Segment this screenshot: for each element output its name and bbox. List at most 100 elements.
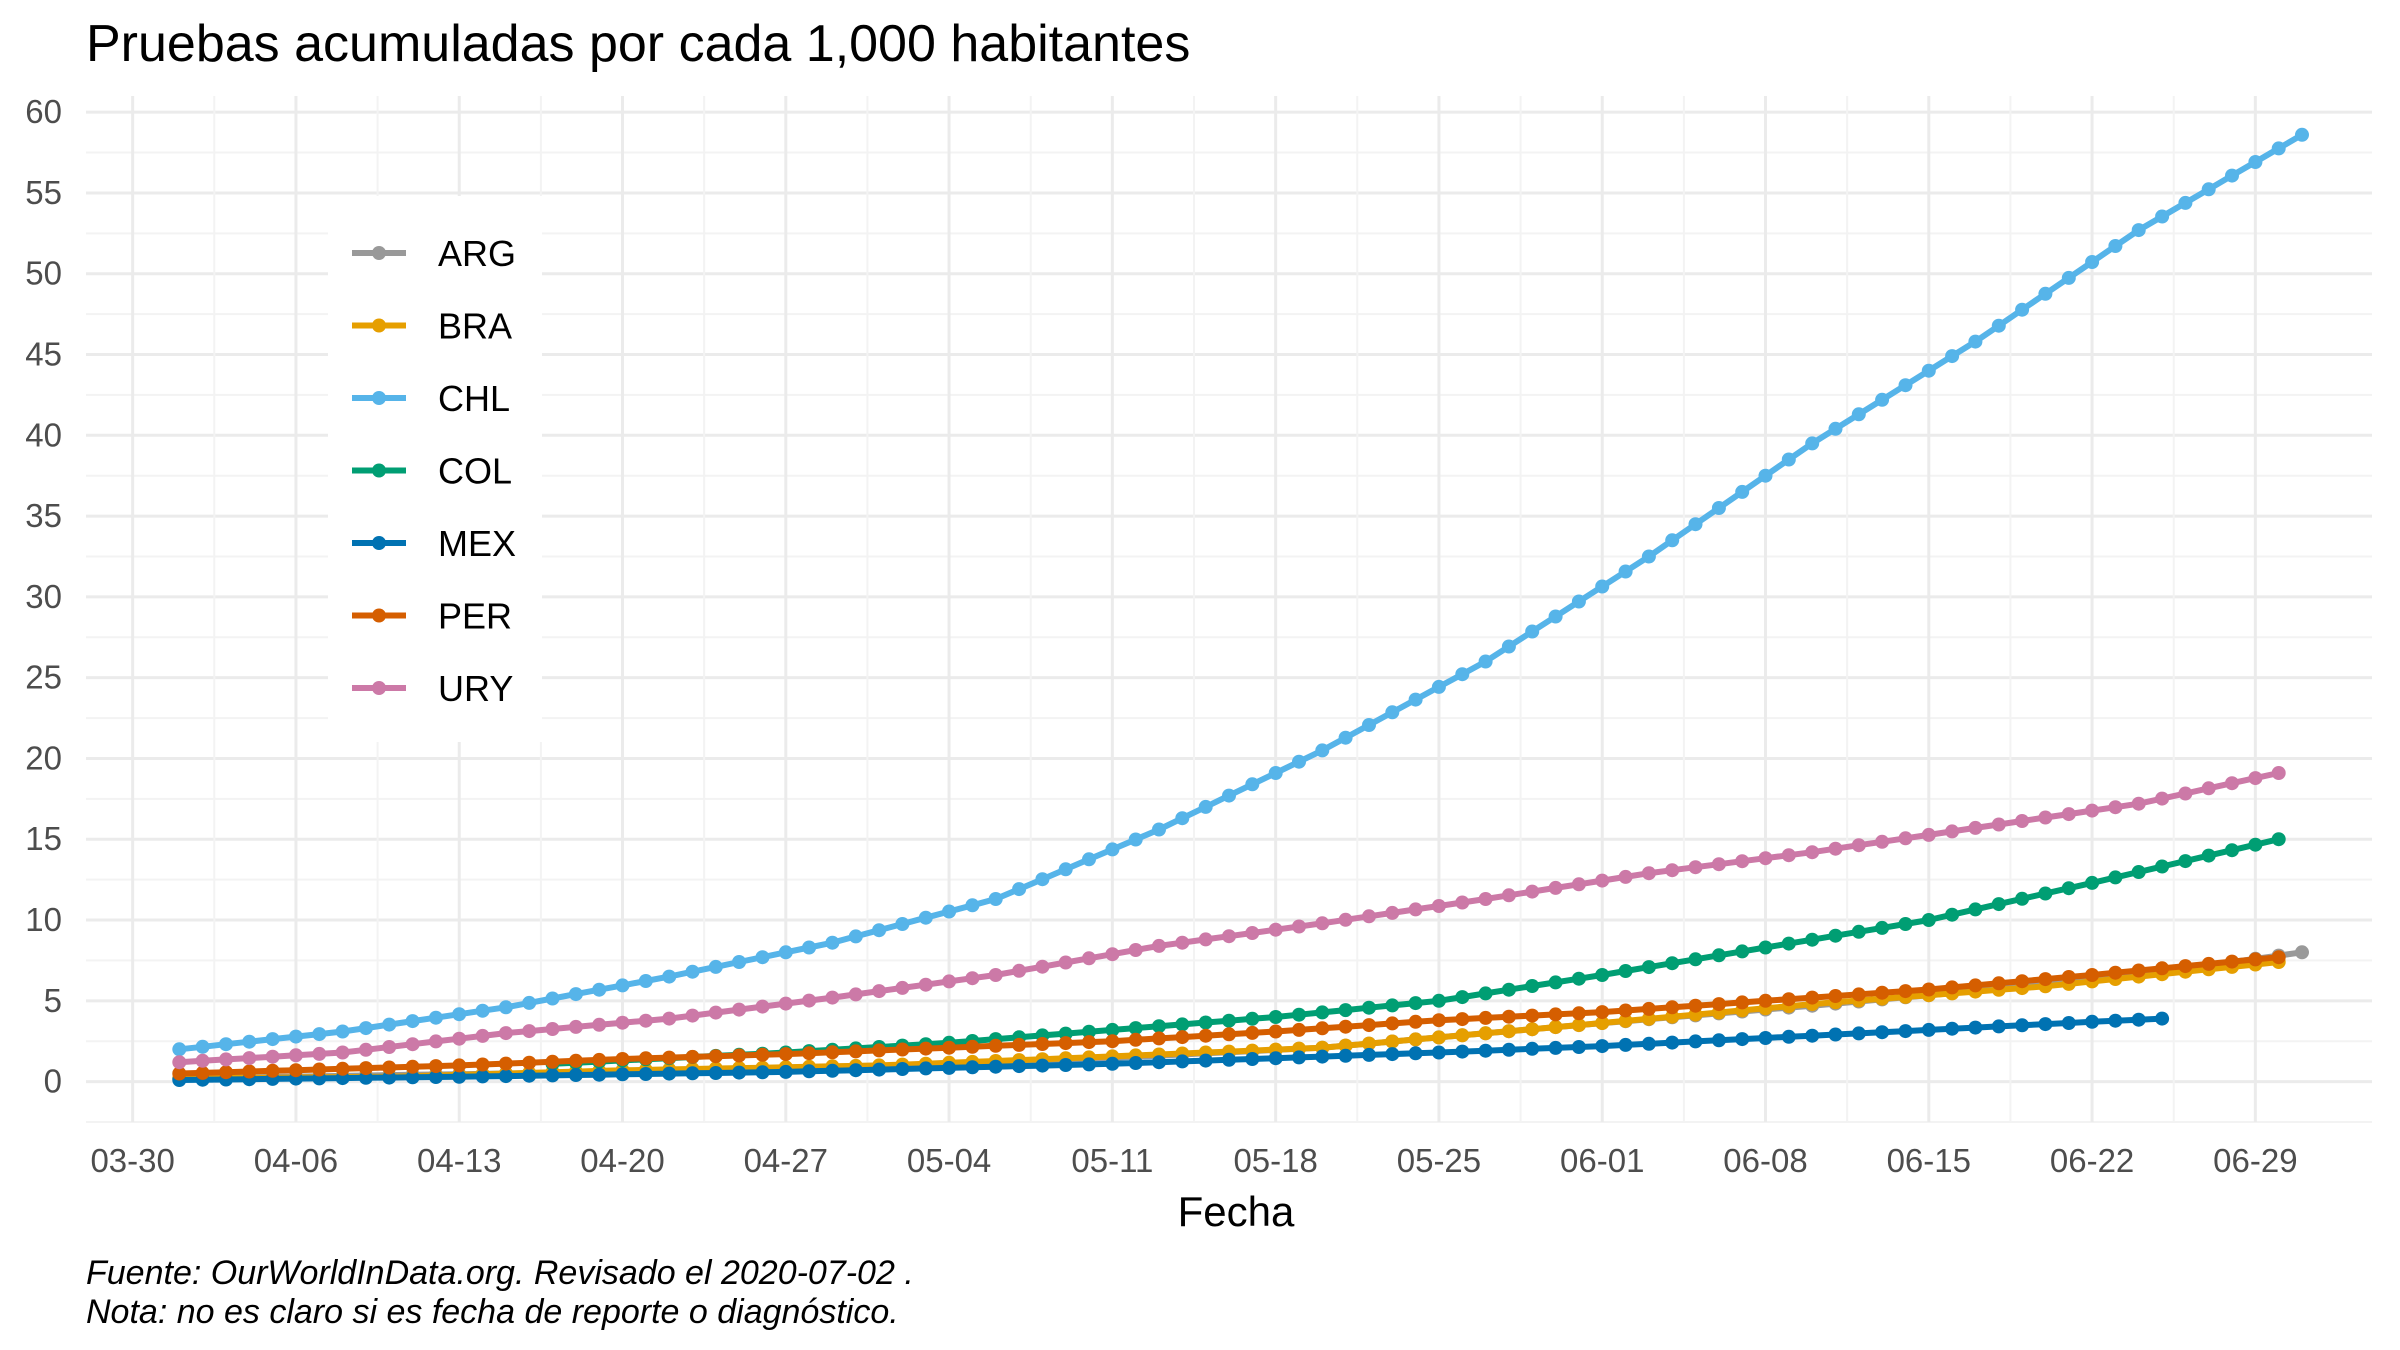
series-per — [172, 950, 2286, 1081]
data-point-per — [172, 1066, 187, 1081]
data-point-chl — [498, 1000, 513, 1015]
x-tick-label: 06-29 — [2213, 1142, 2297, 1179]
data-point-per — [1968, 978, 1983, 993]
data-point-per — [2155, 961, 2170, 976]
data-point-chl — [872, 923, 887, 938]
data-point-bra — [1595, 1016, 1610, 1030]
data-point-ury — [2201, 781, 2216, 796]
data-point-chl — [172, 1042, 187, 1057]
data-point-mex — [1082, 1057, 1096, 1072]
data-point-col — [2225, 843, 2239, 858]
data-point-ury — [1781, 848, 1796, 863]
data-point-mex — [1105, 1056, 1120, 1071]
data-point-chl — [1641, 549, 1656, 564]
data-point-per — [1082, 1035, 1096, 1050]
data-point-ury — [755, 999, 770, 1014]
data-point-per — [1548, 1007, 1563, 1022]
data-point-ury — [1548, 880, 1563, 895]
data-point-per — [685, 1049, 700, 1064]
y-tick-label: 25 — [25, 659, 62, 696]
data-point-chl — [1292, 754, 1306, 769]
data-point-chl — [1968, 334, 1983, 349]
data-point-per — [778, 1047, 793, 1062]
data-point-ury — [2061, 807, 2076, 822]
data-point-per — [1805, 990, 1820, 1005]
caption-note: Nota: no es claro si es fecha de reporte… — [86, 1293, 899, 1331]
data-point-chl — [2248, 155, 2263, 169]
data-point-bra — [1641, 1011, 1656, 1026]
data-point-per — [1898, 984, 1913, 999]
data-point-ury — [778, 996, 793, 1011]
data-point-per — [475, 1057, 490, 1072]
data-point-col — [1362, 1000, 1376, 1015]
data-point-chl — [708, 959, 723, 974]
data-point-ury — [1571, 877, 1586, 892]
data-point-ury — [2155, 791, 2170, 806]
data-point-ury — [1292, 919, 1306, 934]
data-point-per — [872, 1043, 887, 1058]
data-point-per — [615, 1052, 630, 1066]
data-point-ury — [1175, 935, 1190, 950]
data-point-chl — [1058, 862, 1073, 877]
data-point-chl — [1128, 832, 1143, 847]
data-point-per — [1338, 1019, 1353, 1034]
data-point-bra — [1431, 1030, 1446, 1045]
legend-marker-col — [372, 463, 386, 478]
y-tick-label: 55 — [25, 174, 62, 211]
data-point-per — [1688, 998, 1703, 1013]
data-point-ury — [1362, 909, 1376, 924]
data-point-per — [1128, 1032, 1143, 1047]
data-point-col — [1711, 948, 1726, 963]
data-point-ury — [1035, 959, 1050, 974]
data-point-per — [1781, 992, 1796, 1007]
data-point-mex — [1525, 1041, 1540, 1056]
data-point-per — [708, 1049, 723, 1064]
data-point-per — [545, 1054, 560, 1069]
data-point-chl — [2155, 209, 2170, 224]
data-point-ury — [1805, 845, 1820, 860]
data-point-mex — [1431, 1045, 1446, 1060]
data-point-chl — [1595, 579, 1610, 594]
data-point-mex — [1851, 1026, 1866, 1041]
data-point-col — [1082, 1024, 1096, 1039]
data-point-per — [2178, 959, 2193, 974]
x-axis-label: Fecha — [1178, 1188, 1295, 1235]
data-point-per — [1012, 1037, 1027, 1052]
data-point-ury — [358, 1042, 373, 1057]
data-point-per — [802, 1046, 817, 1061]
x-tick-label: 04-20 — [580, 1142, 664, 1179]
x-tick-label: 05-11 — [1071, 1142, 1153, 1179]
series-mex — [172, 1011, 2170, 1087]
data-point-per — [1875, 985, 1890, 1000]
data-point-chl — [1525, 624, 1540, 639]
data-point-per — [2248, 952, 2263, 967]
data-point-ury — [2248, 771, 2263, 786]
data-point-ury — [1082, 951, 1096, 966]
data-point-chl — [1105, 842, 1120, 857]
data-point-mex — [592, 1067, 607, 1082]
data-point-mex — [522, 1068, 537, 1083]
data-point-chl — [2225, 168, 2239, 183]
x-axis-ticks: 03-30 04-06 04-13 04-20 04-27 05-04 05-11 05-18… — [90, 1142, 2297, 1179]
data-point-per — [1362, 1018, 1376, 1033]
data-point-mex — [1758, 1031, 1773, 1045]
data-point-col — [2085, 875, 2100, 890]
data-point-ury — [942, 974, 957, 989]
y-tick-label: 40 — [25, 416, 62, 453]
data-point-per — [825, 1045, 840, 1060]
data-point-chl — [1222, 788, 1236, 803]
data-point-chl — [2178, 195, 2193, 210]
data-point-per — [1711, 997, 1726, 1012]
data-point-ury — [2131, 796, 2146, 811]
data-point-ury — [382, 1040, 397, 1054]
data-point-chl — [1945, 349, 1960, 364]
data-point-chl — [1362, 718, 1376, 732]
series-ury — [172, 766, 2286, 1070]
data-point-chl — [1711, 501, 1726, 515]
data-point-ury — [708, 1005, 723, 1020]
data-point-ury — [1828, 841, 1843, 856]
data-point-mex — [1012, 1059, 1027, 1074]
data-point-ury — [1268, 922, 1283, 937]
data-point-ury — [195, 1053, 210, 1068]
